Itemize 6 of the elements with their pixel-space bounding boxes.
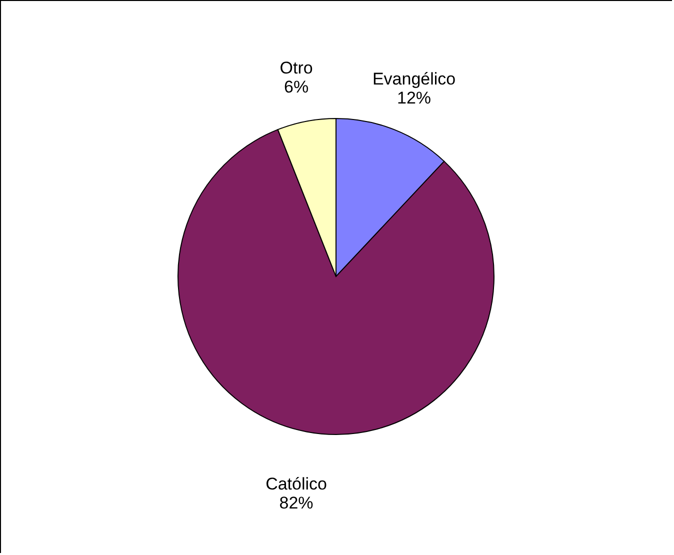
slice-label: Católico [266,474,327,494]
slice-label: Evangélico [372,69,456,88]
data-label: 12% [397,88,432,108]
data-label: 82% [279,494,314,513]
data-label: 6% [284,77,309,96]
slice-label: Otro [280,58,313,78]
